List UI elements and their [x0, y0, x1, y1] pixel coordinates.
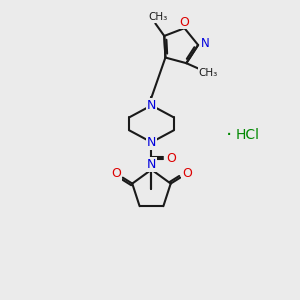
Text: N: N: [147, 158, 156, 171]
Text: O: O: [111, 167, 121, 180]
Text: CH₃: CH₃: [198, 68, 218, 78]
Text: O: O: [182, 167, 192, 180]
Text: N: N: [147, 99, 156, 112]
Text: O: O: [180, 16, 189, 29]
Text: N: N: [147, 136, 156, 149]
Text: ·: ·: [226, 126, 232, 145]
Text: HCl: HCl: [236, 128, 260, 142]
Text: N: N: [201, 37, 210, 50]
Text: O: O: [167, 152, 176, 165]
Text: CH₃: CH₃: [149, 12, 168, 22]
